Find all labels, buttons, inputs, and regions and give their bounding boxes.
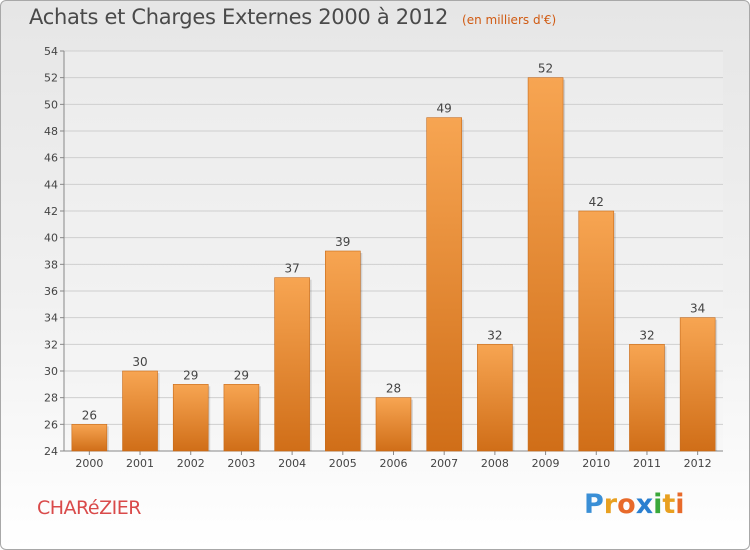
proxiti-logo: Proxiti xyxy=(584,489,685,520)
data-label: 29 xyxy=(183,368,198,382)
commune-name: CHARéZIER xyxy=(37,497,141,519)
labels: 24 26 28 30 32 34 36 38 40 42 44 46 48 50 52 54 26 2000 30… xyxy=(44,45,712,470)
bar xyxy=(426,117,462,452)
x-tick-label: 2003 xyxy=(227,457,255,470)
bar xyxy=(477,344,513,452)
y-tick-label: 36 xyxy=(44,285,58,298)
x-tick-label: 2006 xyxy=(380,457,408,470)
logo-letter: r xyxy=(603,489,618,520)
y-tick-label: 52 xyxy=(44,72,58,85)
data-label: 29 xyxy=(234,368,249,382)
logo-letter: i xyxy=(675,489,685,520)
x-tick-label: 2012 xyxy=(684,457,712,470)
y-tick-label: 24 xyxy=(44,445,58,458)
data-label: 37 xyxy=(284,262,299,276)
bar xyxy=(172,384,209,452)
bar xyxy=(71,424,108,452)
bar xyxy=(223,384,260,452)
data-label: 52 xyxy=(538,62,553,76)
bar xyxy=(274,277,310,452)
y-tick-label: 54 xyxy=(44,45,58,58)
y-tick-label: 34 xyxy=(44,312,58,325)
chart-title: Achats et Charges Externes 2000 à 2012 xyxy=(29,5,449,29)
y-tick-label: 38 xyxy=(44,258,58,271)
bar xyxy=(679,317,716,452)
y-tick-label: 42 xyxy=(44,205,58,218)
bar xyxy=(122,370,158,452)
bar xyxy=(527,77,564,452)
logo-letter: o xyxy=(617,489,636,520)
y-tick-label: 44 xyxy=(44,178,58,191)
data-label: 34 xyxy=(690,302,705,316)
x-tick-label: 2011 xyxy=(633,457,661,470)
x-tick-label: 2010 xyxy=(582,457,610,470)
data-label: 49 xyxy=(437,102,452,116)
y-tick-label: 30 xyxy=(44,365,58,378)
x-tick-label: 2007 xyxy=(430,457,458,470)
x-tick-label: 2008 xyxy=(481,457,509,470)
y-tick-label: 50 xyxy=(44,98,58,111)
chart-subtitle: (en milliers d'€) xyxy=(462,13,557,27)
y-tick-label: 32 xyxy=(44,338,58,351)
data-label: 28 xyxy=(386,382,401,396)
data-label: 30 xyxy=(132,355,147,369)
y-tick-label: 40 xyxy=(44,232,58,245)
logo-letter: x xyxy=(635,489,654,520)
logo-letter: t xyxy=(662,489,676,520)
x-tick-label: 2002 xyxy=(177,457,205,470)
data-label: 32 xyxy=(639,328,654,342)
x-tick-label: 2009 xyxy=(532,457,560,470)
x-tick-label: 2004 xyxy=(278,457,306,470)
y-tick-label: 46 xyxy=(44,152,58,165)
data-label: 39 xyxy=(335,235,350,249)
x-tick-label: 2001 xyxy=(126,457,154,470)
x-tick-label: 2005 xyxy=(329,457,357,470)
bar xyxy=(375,397,412,452)
bar xyxy=(578,210,615,452)
chart-title-block: Achats et Charges Externes 2000 à 2012 (e… xyxy=(29,5,556,29)
y-tick-label: 48 xyxy=(44,125,58,138)
data-label: 26 xyxy=(82,408,97,422)
y-tick-label: 28 xyxy=(44,392,58,405)
data-label: 42 xyxy=(589,195,604,209)
y-tick-label: 26 xyxy=(44,418,58,431)
bar xyxy=(629,344,665,452)
bars xyxy=(71,77,718,452)
logo-letter: P xyxy=(584,489,604,520)
x-tick-label: 2000 xyxy=(75,457,103,470)
bar xyxy=(325,250,361,452)
data-label: 32 xyxy=(487,328,502,342)
logo-letter: i xyxy=(653,489,663,520)
